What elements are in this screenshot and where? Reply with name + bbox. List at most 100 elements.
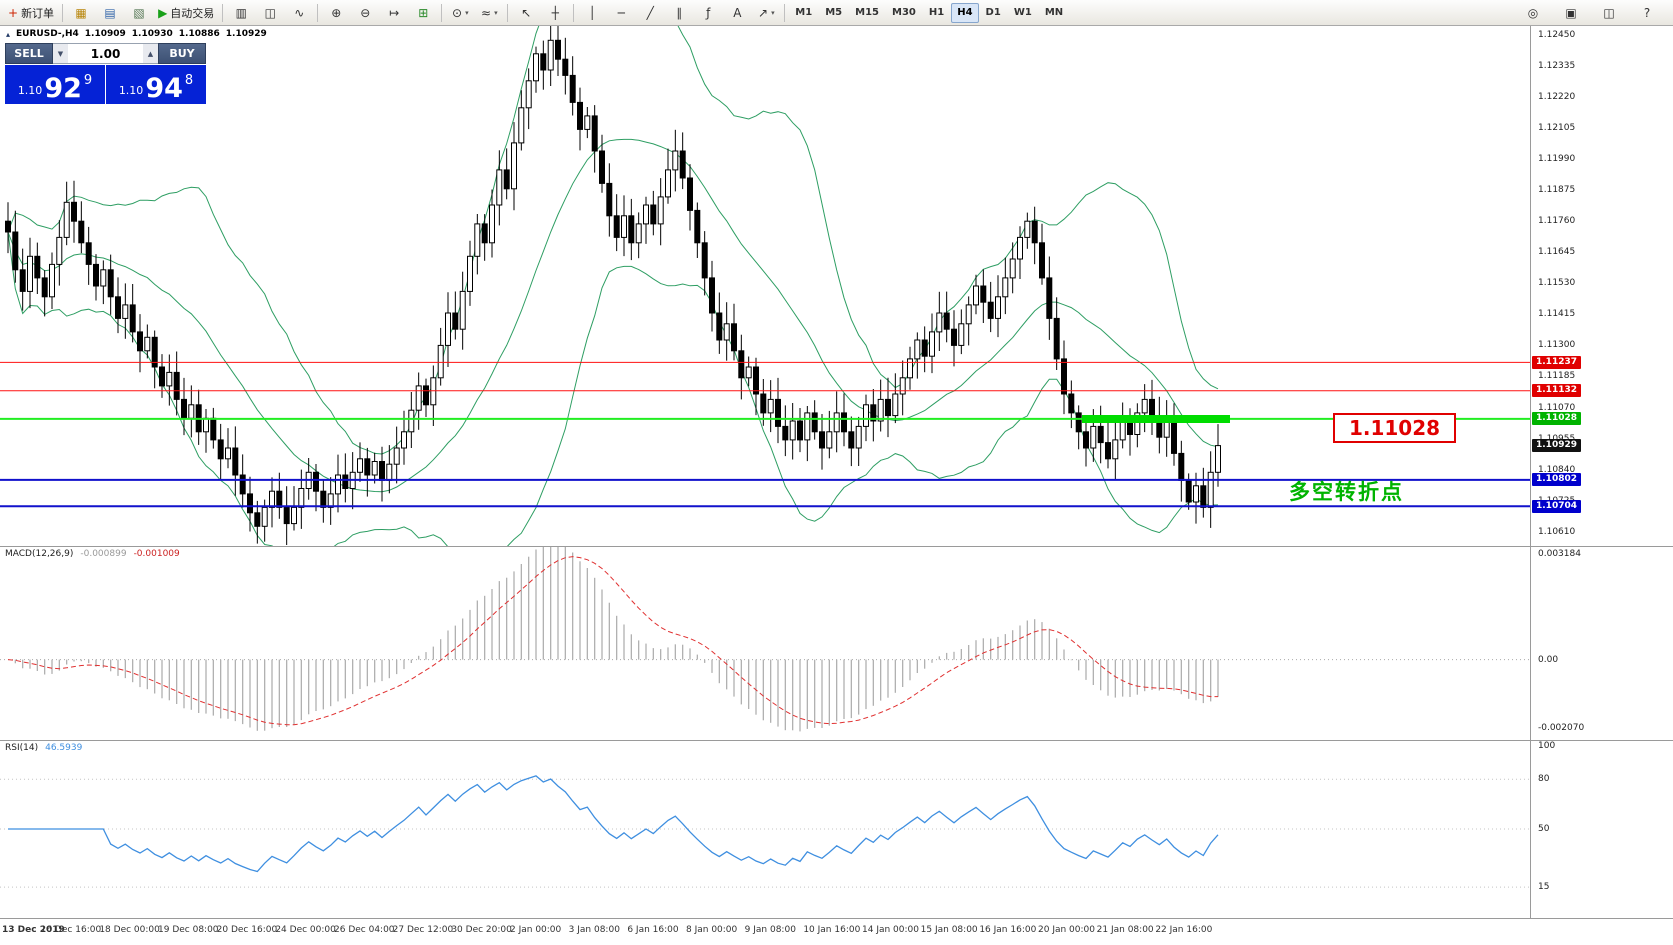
timeframe-m5-button[interactable]: M5	[825, 7, 843, 18]
toolbar-navigator-button[interactable]: ▧	[125, 2, 153, 24]
price-scale-axis[interactable]: 1.12450 1.12335 1.12220 1.12105 1.11990 1.118…	[1531, 26, 1673, 546]
toolbar-zoom-in-button[interactable]: ⊕	[322, 2, 350, 24]
pivot-tag[interactable]: 1.11028	[1532, 412, 1581, 426]
macd-scale-axis[interactable]: 0.003184 0.00 -0.002070	[1531, 546, 1673, 740]
sell-button[interactable]: SELL	[5, 43, 53, 64]
ohlc-open: 1.10909	[84, 29, 126, 39]
chart-title: ▴ EURUSD-,H4 1.10909 1.10930 1.10886 1.1…	[6, 29, 267, 39]
navigator-icon: ▧	[133, 5, 145, 20]
panel-divider	[0, 918, 1673, 919]
macd-main-value: -0.000899	[80, 549, 127, 559]
time-axis-label: 19 Dec 08:00	[158, 925, 219, 935]
toolbar-trendline-button[interactable]: ╱	[636, 2, 664, 24]
timeframe-d1-button[interactable]: D1	[985, 7, 1001, 18]
toolbar-arrows-tool-button[interactable]: ↗ ▾	[752, 2, 780, 24]
price-scale-label: 1.12220	[1538, 92, 1576, 102]
rsi-scale-axis[interactable]: 100 80 50 15	[1531, 740, 1673, 918]
candlestick-chart[interactable]	[0, 26, 1530, 546]
toolbar-text-tool-button[interactable]: A	[723, 2, 751, 24]
price-annotation-box[interactable]: 1.11028	[1333, 413, 1456, 443]
support-tag-2[interactable]: 1.10704	[1532, 499, 1581, 513]
support-highlight-band[interactable]	[1082, 414, 1230, 423]
volume-increase-button[interactable]: ▲	[143, 44, 158, 63]
periods-dropdown-icon[interactable]: ▾	[465, 8, 469, 17]
toolbar-market-watch-button[interactable]: ▦	[67, 2, 95, 24]
toolbar-vertical-line-button[interactable]: │	[578, 2, 606, 24]
toolbar-candlestick-chart-button[interactable]: ◫	[256, 2, 284, 24]
new-order-label: 新订单	[21, 6, 55, 20]
buy-price-pip: 8	[184, 73, 194, 88]
time-axis-label: 16 Jan 16:00	[979, 925, 1037, 935]
buy-button[interactable]: BUY	[158, 43, 206, 64]
toolbar-auto-trading-button[interactable]: ▶ 自动交易	[154, 2, 218, 24]
resistance-tag-1[interactable]: 1.11237	[1532, 355, 1581, 369]
search-icon: ◎	[1527, 5, 1539, 20]
toolbar-periods-button[interactable]: ⊙ ▾	[446, 2, 474, 24]
toolbar-auto-scroll-button[interactable]: ↦	[380, 2, 408, 24]
help-icon: ?	[1643, 5, 1651, 20]
timeframe-h4-button[interactable]: H4	[951, 2, 979, 23]
macd-indicator-panel[interactable]: MACD(12,26,9) -0.000899 -0.001009	[0, 546, 1530, 740]
fibonacci-icon: ƒ	[706, 5, 711, 20]
sell-price-display[interactable]: 1.10 92 9	[5, 65, 105, 104]
toolbar-cursor-button[interactable]: ↖	[512, 2, 540, 24]
bollinger-upper-band	[7, 26, 1219, 455]
panel-divider[interactable]	[0, 740, 1673, 741]
toolbar-right-group: ◎ ▣ ◫?	[1519, 2, 1669, 24]
toolbar-new-chart-button[interactable]: ◫	[1595, 2, 1623, 24]
toolbar-tile-windows-button[interactable]: ▣	[1557, 2, 1585, 24]
toolbar-grid-button[interactable]: ⊞	[409, 2, 437, 24]
current-price-tag[interactable]: 1.10929	[1532, 439, 1581, 453]
arrows-tool-dropdown-icon[interactable]: ▾	[771, 8, 775, 17]
toolbar-equidistant-channel-button[interactable]: ∥	[665, 2, 693, 24]
horizontal-lines-layer[interactable]	[0, 361, 1530, 508]
toolbar-data-window-button[interactable]: ▤	[96, 2, 124, 24]
data-window-icon: ▤	[104, 5, 116, 20]
panel-divider[interactable]	[0, 546, 1673, 547]
volume-spinner[interactable]: ▼ 1.00 ▲	[53, 43, 158, 64]
rsi-scale-label: 50	[1538, 824, 1550, 834]
symbol-name: EURUSD-,H4	[16, 29, 79, 39]
toolbar-indicators-button[interactable]: ≈ ▾	[475, 2, 503, 24]
toolbar-search-button[interactable]: ◎	[1519, 2, 1547, 24]
buy-price-display[interactable]: 1.10 94 8	[106, 65, 206, 104]
volume-decrease-button[interactable]: ▼	[53, 44, 68, 63]
price-scale-label: 1.11990	[1538, 154, 1576, 165]
main-toolbar: + 新订单 ▦ ▤ ▧ ▶ 自动交易 ▥ ◫ ∿ ⊕ ⊖ ↦ ⊞ ⊙ ▾ ≈ ▾ ↖ ┼ │ ─ ╱ ∥ ƒ A ↗ ▾ M1 M5 M15…	[0, 0, 1673, 26]
price-scale-label: 1.10955	[1538, 434, 1575, 444]
toolbar-fibonacci-button[interactable]: ƒ	[694, 2, 722, 24]
resistance-tag-2[interactable]: 1.11132	[1532, 384, 1581, 398]
timeframe-m15-button[interactable]: M15	[855, 7, 880, 18]
indicators-dropdown-icon[interactable]: ▾	[494, 8, 498, 17]
toolbar-help-button[interactable]: ?	[1633, 2, 1661, 24]
support-tag-1[interactable]: 1.10802	[1532, 473, 1581, 487]
bollinger-lower-band	[7, 231, 1219, 546]
text-tool-icon: A	[733, 5, 742, 20]
toolbar-new-order-button[interactable]: + 新订单	[4, 2, 58, 24]
timeframe-mn-button[interactable]: MN	[1044, 7, 1064, 18]
timeframe-m30-button[interactable]: M30	[892, 7, 916, 18]
time-axis-label: 2 Jan 00:00	[510, 925, 562, 935]
volume-input[interactable]: 1.00	[90, 46, 121, 61]
time-axis-label: 22 Jan 16:00	[1155, 925, 1213, 935]
buy-price-main: 94	[145, 73, 183, 105]
price-chart-panel[interactable]: ▴ EURUSD-,H4 1.10909 1.10930 1.10886 1.1…	[0, 26, 1530, 546]
rsi-scale-label: 15	[1538, 882, 1550, 893]
time-axis-label: 9 Jan 08:00	[744, 925, 796, 935]
toolbar-separator	[573, 3, 575, 22]
toolbar-bar-chart-button[interactable]: ▥	[227, 2, 255, 24]
rsi-indicator-panel[interactable]: RSI(14) 46.5939	[0, 740, 1530, 918]
equidistant-channel-icon: ∥	[676, 5, 683, 20]
toolbar-line-chart-button[interactable]: ∿	[285, 2, 313, 24]
zoom-out-icon: ⊖	[360, 5, 371, 20]
timeframe-h1-button[interactable]: H1	[928, 7, 945, 18]
toolbar-horizontal-line-button[interactable]: ─	[607, 2, 635, 24]
crosshair-icon: ┼	[551, 5, 559, 20]
time-axis[interactable]: 13 Dec 2019 16 Dec 16:00 18 Dec 00:00 19 De…	[0, 919, 1673, 945]
toolbar-separator	[784, 3, 786, 22]
timeframe-w1-button[interactable]: W1	[1013, 7, 1032, 18]
toolbar-zoom-out-button[interactable]: ⊖	[351, 2, 379, 24]
toolbar-crosshair-button[interactable]: ┼	[541, 2, 569, 24]
timeframe-m1-button[interactable]: M1	[795, 7, 813, 18]
price-scale-label: 1.11300	[1538, 340, 1576, 351]
